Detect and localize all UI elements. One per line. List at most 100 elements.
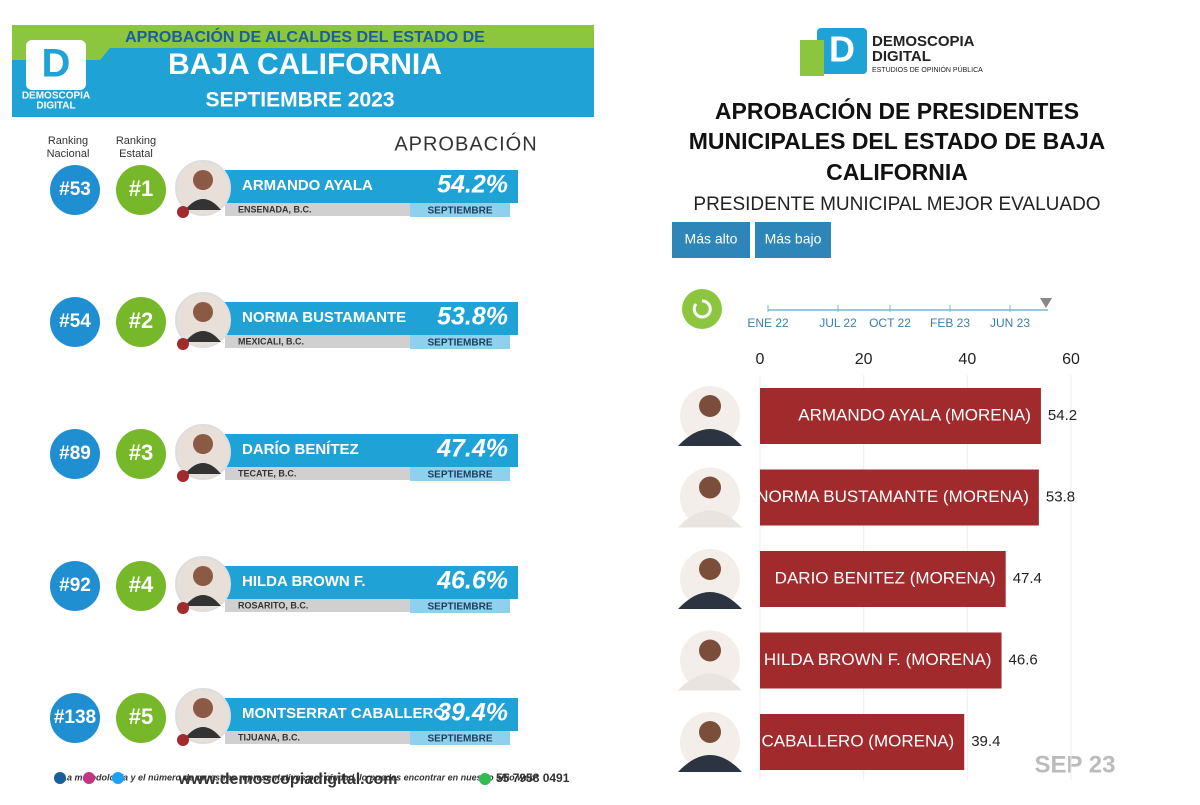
approval: 47.4%: [436, 435, 508, 463]
header-line: APROBACIÓN DE ALCALDES DEL ESTADO DE: [125, 27, 485, 46]
timeline-label: JUL 22: [819, 316, 857, 330]
value-label: 46.6: [1009, 651, 1038, 668]
photo-head: [193, 566, 213, 586]
header-title: BAJA CALIFORNIA: [168, 48, 442, 81]
state-badge: [116, 297, 166, 347]
city: TECATE, B.C.: [238, 468, 296, 478]
instagram-icon[interactable]: [83, 772, 95, 784]
photo-body: [678, 673, 742, 691]
button-label[interactable]: Más alto: [685, 231, 738, 247]
replay-icon[interactable]: [692, 299, 712, 319]
state-rank: #5: [129, 704, 153, 729]
name-banner: [225, 302, 518, 335]
month: SEPTIEMBRE: [427, 734, 492, 745]
brand: DEMOSCOPIA: [22, 91, 90, 102]
month: SEPTIEMBRE: [427, 338, 492, 349]
photo-body: [185, 331, 221, 342]
brand: DEMOSCOPIA: [872, 33, 975, 50]
state-rank: #4: [129, 572, 154, 597]
approval: 54.2%: [437, 171, 508, 199]
bar: [760, 551, 1006, 607]
category-label: HILDA BROWN F. (MORENA): [764, 650, 992, 669]
city-band: [225, 335, 410, 348]
month-band: [410, 731, 510, 745]
candidate-name: HILDA BROWN F.: [242, 573, 366, 590]
x-tick-label: 20: [855, 351, 873, 368]
category-label: DARIO BENITEZ (MORENA): [775, 568, 996, 587]
city-band: [225, 599, 410, 612]
photo-body: [678, 510, 742, 528]
approval: 46.6%: [436, 567, 508, 595]
national-rank: #89: [59, 443, 91, 464]
timeline-label: FEB 23: [930, 316, 970, 330]
month-band: [410, 203, 510, 217]
candidate-name: DARÍO BENÍTEZ: [242, 441, 359, 458]
phone: 55 7958 0491: [496, 771, 570, 785]
column-header: Estatal: [119, 148, 153, 160]
logo-letter: D: [829, 29, 855, 70]
month: SEPTIEMBRE: [427, 470, 492, 481]
button-label[interactable]: Más bajo: [765, 231, 822, 247]
x-tick-label: 40: [958, 351, 976, 368]
party-badge: [177, 338, 189, 350]
candidate-name: MONTSERRAT CABALLERO: [242, 705, 445, 722]
replay-button[interactable]: [682, 289, 722, 329]
column-header: APROBACIÓN: [394, 132, 537, 155]
state-badge: [116, 429, 166, 479]
header-accent: [12, 25, 594, 60]
value-label: 54.2: [1048, 407, 1077, 424]
month-band: [410, 599, 510, 613]
candidate-name: NORMA BUSTAMANTE: [242, 309, 406, 326]
photo-body: [185, 463, 221, 474]
photo-body: [185, 199, 221, 210]
twitter-icon[interactable]: [112, 772, 124, 784]
month-band: [410, 335, 510, 349]
state-rank: #3: [129, 440, 153, 465]
city: ROSARITO, B.C.: [238, 600, 308, 610]
bar: [760, 469, 1039, 526]
state-rank: #2: [129, 308, 153, 333]
name-banner: [225, 434, 518, 467]
name-banner: [225, 170, 518, 203]
photo-head: [699, 476, 721, 499]
national-badge: [50, 429, 100, 479]
photo-head: [699, 721, 721, 743]
approval: 53.8%: [437, 303, 508, 331]
city: ENSENADA, B.C.: [238, 204, 312, 214]
photo-body: [678, 755, 742, 772]
whatsapp-icon: [479, 773, 491, 785]
national-badge: [50, 561, 100, 611]
state-rank: #1: [129, 176, 153, 201]
x-tick-label: 0: [756, 351, 765, 368]
brand: DIGITAL: [36, 101, 75, 112]
button[interactable]: [672, 222, 750, 258]
website[interactable]: www.demoscopiadigital.com: [178, 771, 398, 788]
bar: [760, 388, 1041, 444]
national-badge: [50, 693, 100, 743]
photo-head: [193, 434, 213, 454]
header-line: SEPTIEMBRE 2023: [205, 89, 394, 112]
city-band: [225, 467, 410, 480]
timeline-handle[interactable]: [1040, 298, 1052, 308]
photo-head: [193, 302, 213, 322]
value-label: 53.8: [1046, 488, 1075, 505]
candidate-name: ARMANDO AYALA: [242, 177, 373, 194]
party-badge: [177, 206, 189, 218]
national-rank: #138: [54, 707, 96, 728]
photo-head: [699, 395, 721, 417]
logo-letter: D: [42, 42, 71, 86]
footnote: *La metodología y el número de muestras …: [58, 772, 539, 782]
national-rank: #53: [59, 179, 91, 200]
national-rank: #54: [59, 311, 91, 332]
value-label: 47.4: [1013, 570, 1042, 587]
logo-box: [26, 40, 86, 90]
month-band: [410, 467, 510, 481]
city: TIJUANA, B.C.: [238, 732, 300, 742]
button[interactable]: [755, 222, 831, 258]
facebook-icon[interactable]: [54, 772, 66, 784]
category-label: NORMA BUSTAMANTE (MORENA): [756, 487, 1029, 506]
chart-title: CALIFORNIA: [826, 159, 968, 185]
photo-head: [193, 698, 213, 718]
column-header: Ranking: [48, 135, 88, 147]
category-label: CABALLERO (MORENA): [762, 731, 955, 750]
